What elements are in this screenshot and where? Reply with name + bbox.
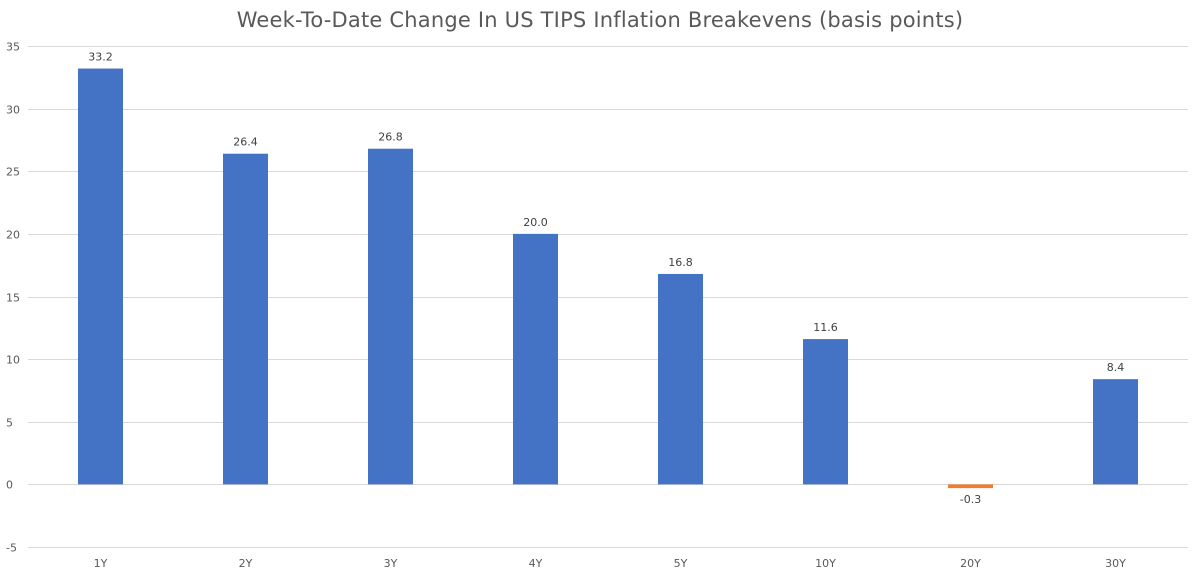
x-tick-label-3y: 3Y bbox=[384, 557, 398, 570]
bars bbox=[78, 68, 1138, 489]
y-tick-label: 25 bbox=[6, 166, 20, 179]
bar-2y bbox=[223, 153, 268, 485]
gridlines bbox=[28, 46, 1188, 548]
y-tick-label: 0 bbox=[6, 479, 13, 492]
y-tick-label: 5 bbox=[6, 417, 13, 430]
y-tick-label: 35 bbox=[6, 41, 20, 54]
bar-1y bbox=[78, 68, 123, 485]
y-tick-label: 10 bbox=[6, 354, 20, 367]
y-tick-label: 30 bbox=[6, 104, 20, 117]
data-label-1y: 33.2 bbox=[88, 51, 113, 64]
data-label-30y: 8.4 bbox=[1107, 361, 1125, 374]
data-label-3y: 26.8 bbox=[378, 131, 403, 144]
x-tick-label-2y: 2Y bbox=[239, 557, 253, 570]
bar-30y bbox=[1093, 379, 1138, 485]
data-label-4y: 20.0 bbox=[523, 216, 548, 229]
y-tick-label: 20 bbox=[6, 229, 20, 242]
data-label-5y: 16.8 bbox=[668, 256, 693, 269]
x-tick-label-10y: 10Y bbox=[815, 557, 836, 570]
x-tick-label-1y: 1Y bbox=[94, 557, 108, 570]
y-tick-label: 15 bbox=[6, 292, 20, 305]
bar-5y bbox=[658, 273, 703, 485]
x-tick-label-5y: 5Y bbox=[674, 557, 688, 570]
bar-3y bbox=[368, 148, 413, 485]
bar-20y bbox=[948, 484, 993, 489]
y-tick-label: -5 bbox=[6, 542, 17, 555]
data-label-20y: -0.3 bbox=[960, 493, 981, 506]
data-label-10y: 11.6 bbox=[813, 321, 838, 334]
bar-10y bbox=[803, 339, 848, 485]
x-tick-label-4y: 4Y bbox=[529, 557, 543, 570]
x-tick-label-30y: 30Y bbox=[1105, 557, 1126, 570]
y-axis-tick-labels: -5 0 5 10 15 20 25 30 35 bbox=[6, 41, 20, 555]
x-axis-tick-labels: 1Y 2Y 3Y 4Y 5Y 10Y 20Y 30Y bbox=[94, 557, 1126, 570]
data-label-2y: 26.4 bbox=[233, 136, 258, 149]
data-labels: 33.2 26.4 26.8 20.0 16.8 11.6 -0.3 8.4 bbox=[88, 51, 1124, 507]
chart-title: Week-To-Date Change In US TIPS Inflation… bbox=[236, 8, 964, 32]
x-tick-label-20y: 20Y bbox=[960, 557, 981, 570]
bar-4y bbox=[513, 233, 558, 485]
